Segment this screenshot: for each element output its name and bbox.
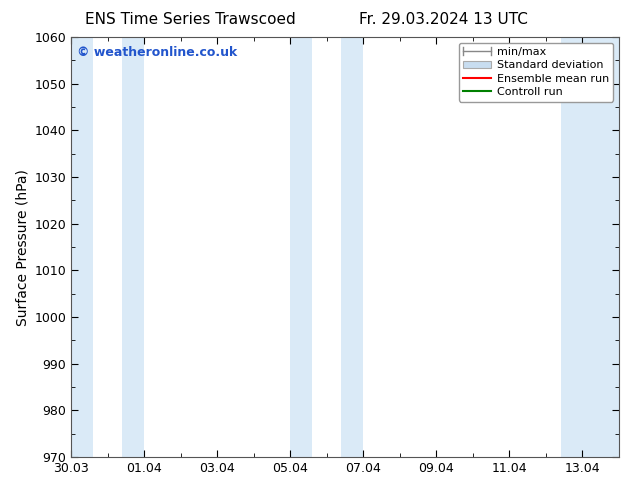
- Bar: [290, 37, 313, 457]
- Bar: [122, 37, 145, 457]
- Text: © weatheronline.co.uk: © weatheronline.co.uk: [77, 46, 237, 58]
- Bar: [71, 37, 93, 457]
- Bar: [560, 37, 619, 457]
- Bar: [342, 37, 363, 457]
- Legend: min/max, Standard deviation, Ensemble mean run, Controll run: min/max, Standard deviation, Ensemble me…: [459, 43, 614, 101]
- Y-axis label: Surface Pressure (hPa): Surface Pressure (hPa): [15, 169, 29, 325]
- Text: Fr. 29.03.2024 13 UTC: Fr. 29.03.2024 13 UTC: [359, 12, 528, 27]
- Text: ENS Time Series Trawscoed: ENS Time Series Trawscoed: [85, 12, 295, 27]
